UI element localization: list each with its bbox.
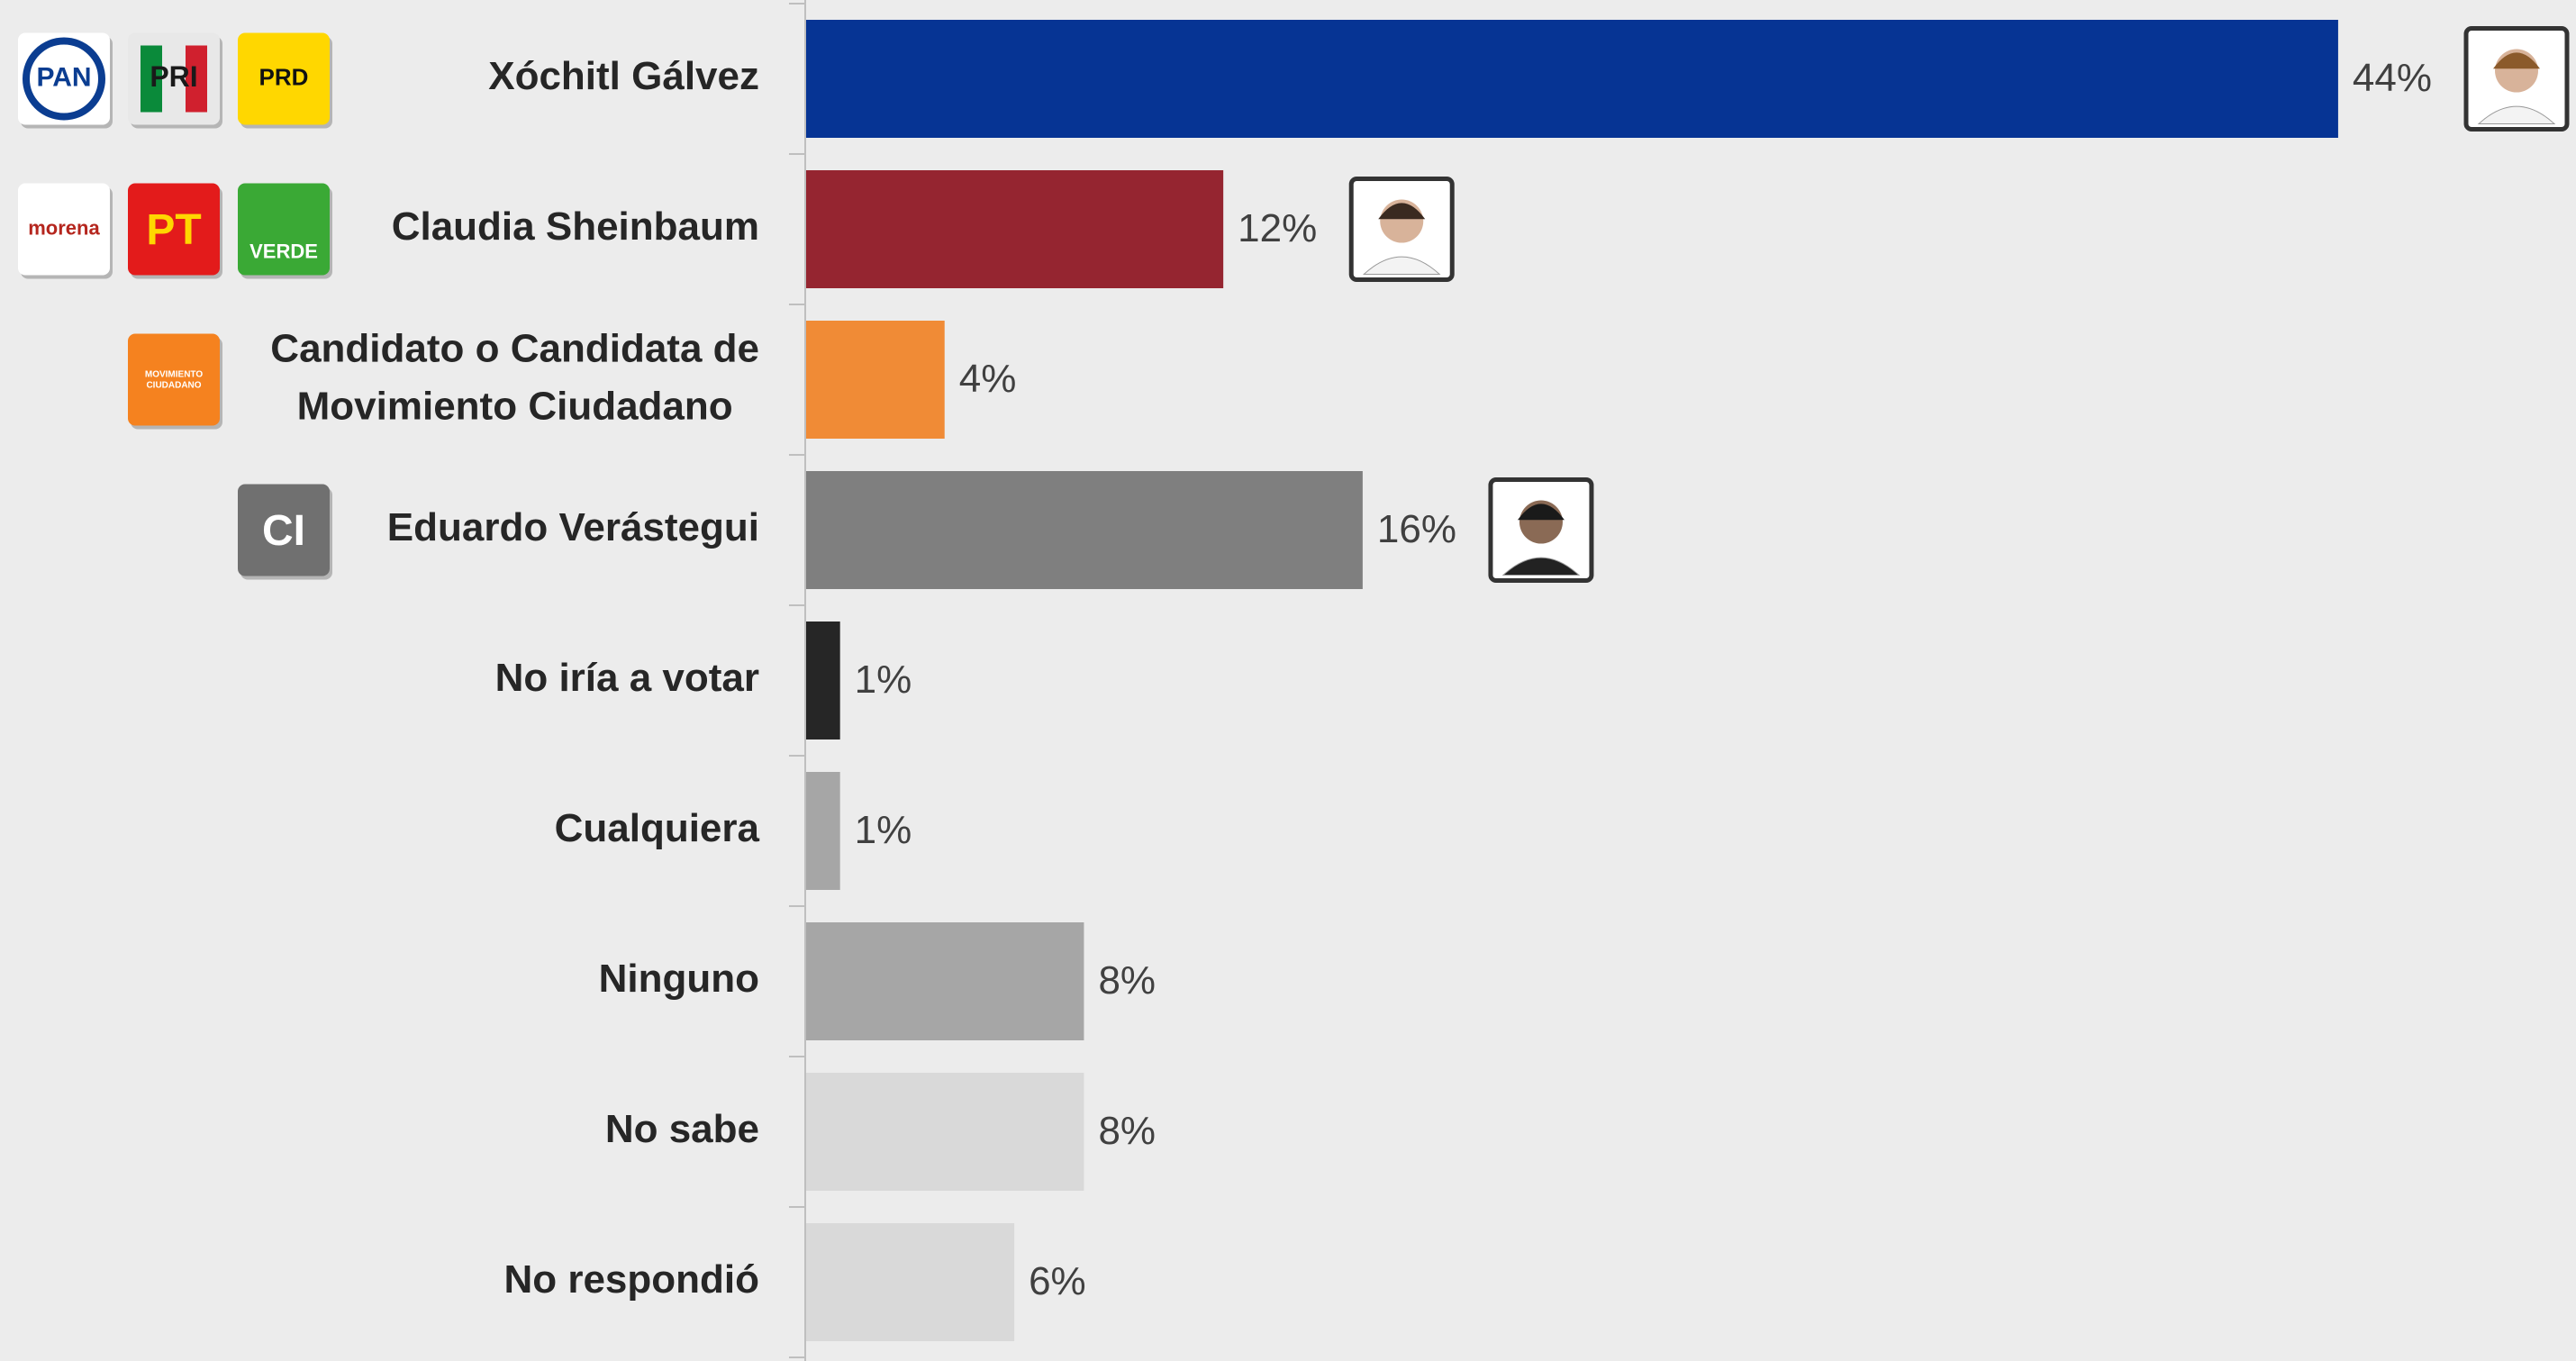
party-logo: PRI — [128, 32, 222, 129]
party-logo: MOVIMIENTO CIUDADANO — [128, 333, 222, 430]
logo-bg — [18, 32, 110, 125]
photo-hair — [2492, 52, 2540, 69]
value-label: 8% — [1098, 958, 1156, 1003]
category-label: No iría a votar — [495, 656, 759, 700]
category-label: No sabe — [605, 1107, 759, 1151]
bar — [805, 922, 1084, 1040]
category-label: Candidato o Candidata de Movimiento Ciuda… — [270, 326, 759, 428]
bar — [805, 1223, 1015, 1341]
logo-bg — [238, 183, 330, 276]
category-label: Cualquiera — [555, 806, 760, 850]
bar — [805, 1073, 1084, 1191]
party-logo: morena — [18, 183, 113, 279]
logo-stripe — [141, 45, 162, 113]
logo-text: CI — [262, 507, 305, 555]
candidate-photo — [1348, 177, 1455, 282]
logo-bg — [238, 32, 330, 125]
logo-text: PT — [146, 206, 201, 254]
logo-bg — [128, 183, 220, 276]
bar — [805, 170, 1224, 288]
value-label: 4% — [959, 357, 1017, 401]
logo-text: PRD — [259, 63, 309, 90]
category-label: No respondió — [503, 1257, 759, 1302]
bar — [805, 772, 840, 890]
party-logo: VERDE — [238, 183, 332, 279]
photo-hair — [1517, 504, 1565, 521]
logo-text: MOVIMIENTO CIUDADANO — [145, 369, 203, 390]
bar — [805, 471, 1363, 589]
logo-text: PAN — [36, 62, 91, 92]
candidate-photo — [2463, 26, 2570, 132]
party-logo: PT — [128, 183, 222, 279]
category-label: Xóchitl Gálvez — [488, 54, 759, 98]
value-label: 8% — [1098, 1109, 1156, 1153]
bar — [805, 622, 840, 739]
party-logo: PRD — [238, 32, 332, 129]
value-label: 1% — [855, 808, 912, 852]
photo-hair — [1378, 203, 1426, 220]
logo-text: morena — [28, 216, 100, 239]
value-label: 6% — [1029, 1259, 1086, 1303]
party-logo: CI — [238, 484, 332, 580]
logo-bg — [128, 333, 220, 426]
value-label: 1% — [855, 658, 912, 702]
value-label: 16% — [1377, 507, 1456, 551]
value-label: 44% — [2353, 56, 2432, 100]
logo-text: VERDE — [249, 240, 318, 262]
logo-bg — [238, 484, 330, 576]
bar — [805, 321, 945, 439]
category-label: Eduardo Verástegui — [387, 505, 759, 549]
bar — [805, 20, 2338, 138]
logo-stripe — [186, 45, 207, 113]
logo-ring — [23, 37, 105, 121]
category-label: Claudia Sheinbaum — [392, 204, 759, 249]
photo-shoulders — [2477, 105, 2556, 124]
photo-shoulders — [1362, 256, 1441, 275]
logo-text: PRI — [150, 60, 197, 93]
category-label: Ninguno — [599, 957, 759, 1001]
candidate-photo — [1488, 477, 1594, 583]
value-label: 12% — [1238, 206, 1317, 250]
party-logo: PAN — [18, 32, 113, 129]
photo-shoulders — [1501, 557, 1581, 576]
logo-bg — [18, 183, 110, 276]
